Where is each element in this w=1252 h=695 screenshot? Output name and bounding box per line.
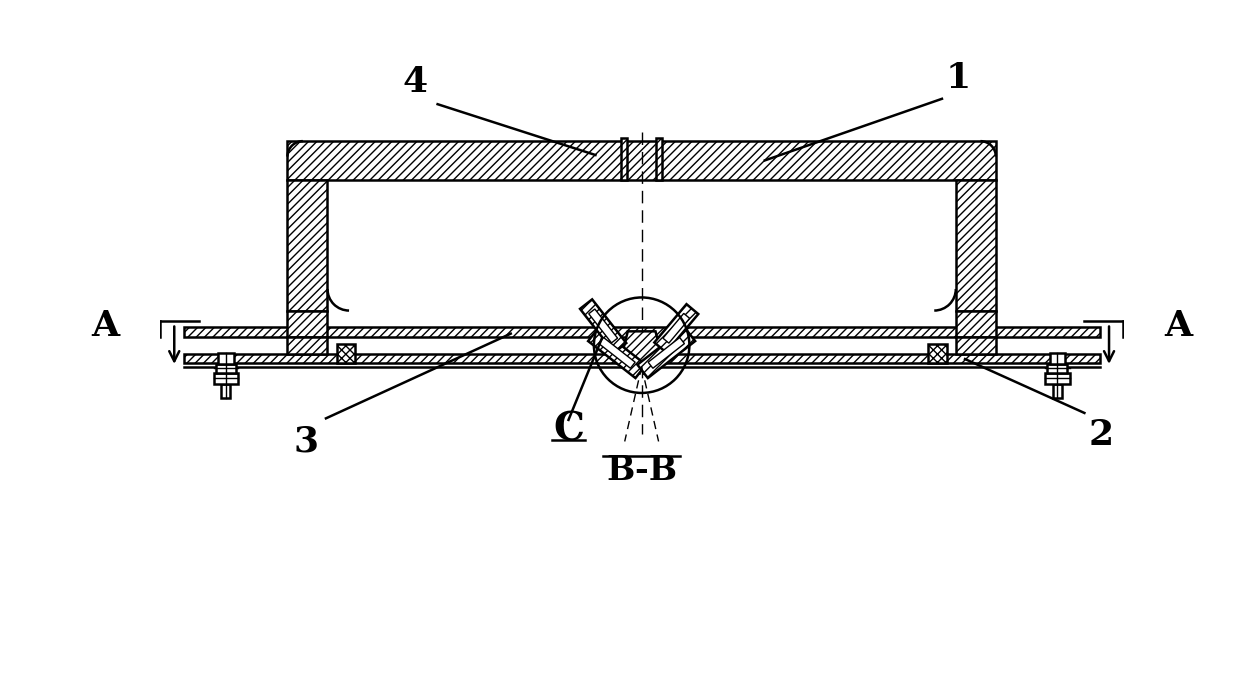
Polygon shape (955, 179, 995, 311)
Text: 4: 4 (402, 65, 428, 99)
Polygon shape (288, 179, 328, 311)
Polygon shape (288, 141, 995, 179)
Bar (1049, 353, 1065, 363)
Text: 1: 1 (945, 61, 972, 95)
Polygon shape (620, 332, 664, 362)
Bar (222, 384, 230, 398)
Polygon shape (598, 338, 635, 368)
Polygon shape (588, 328, 646, 378)
Polygon shape (621, 138, 627, 179)
Polygon shape (656, 138, 662, 179)
Text: A: A (1164, 309, 1192, 343)
Bar (337, 345, 356, 363)
Bar (218, 353, 234, 363)
Polygon shape (184, 354, 1099, 363)
Text: 2: 2 (1088, 418, 1113, 452)
Text: C: C (553, 411, 583, 449)
Text: 3: 3 (293, 425, 318, 459)
Polygon shape (580, 300, 626, 352)
Polygon shape (649, 338, 685, 368)
Text: A: A (91, 309, 119, 343)
Polygon shape (288, 337, 328, 354)
Bar (928, 345, 947, 363)
Polygon shape (588, 309, 617, 343)
Bar (1048, 363, 1068, 373)
Bar (215, 363, 235, 373)
Polygon shape (955, 311, 995, 337)
Polygon shape (288, 311, 328, 337)
Polygon shape (664, 313, 690, 343)
Bar (1045, 373, 1069, 384)
Text: B-B: B-B (606, 454, 677, 486)
Bar (1053, 384, 1062, 398)
Polygon shape (637, 328, 695, 378)
Polygon shape (955, 337, 995, 354)
Polygon shape (655, 304, 699, 352)
Polygon shape (184, 327, 1099, 337)
Bar (214, 373, 238, 384)
